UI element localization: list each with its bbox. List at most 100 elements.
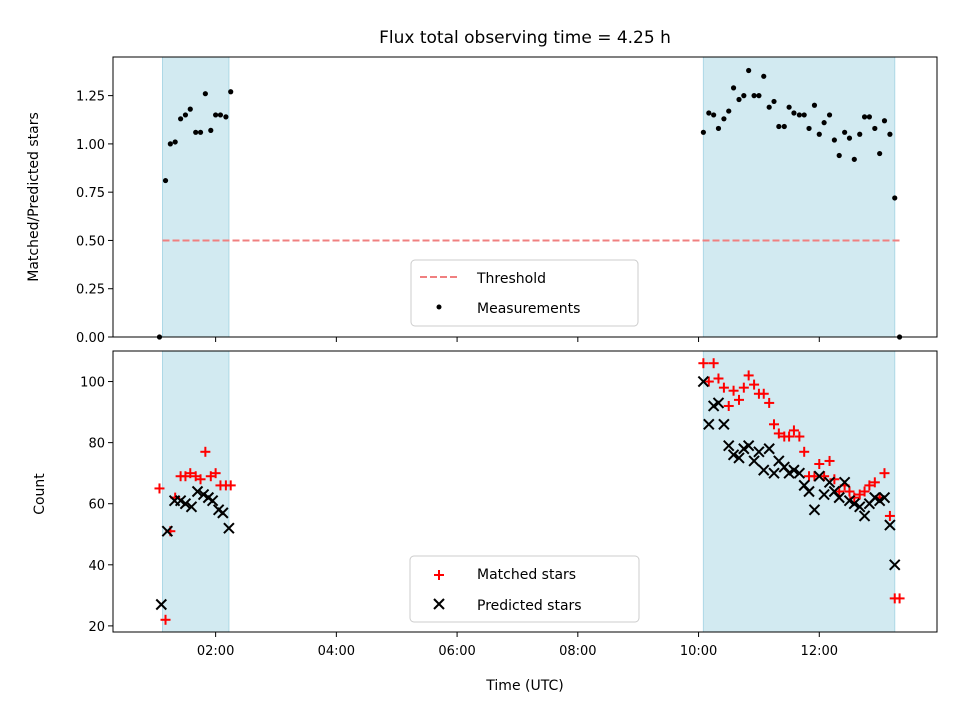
measurement-point	[761, 73, 767, 79]
measurement-point	[711, 112, 717, 118]
matched-stars-point	[894, 593, 905, 604]
chart-title: Flux total observing time = 4.25 h	[379, 28, 671, 48]
matched-stars-point	[718, 382, 729, 393]
top-observing-window-2	[702, 56, 896, 338]
matched-stars-legend-swatch	[434, 570, 444, 580]
predicted-stars-point	[217, 507, 229, 519]
predicted-stars-point	[185, 501, 198, 513]
measurement-point	[741, 93, 747, 99]
measurement-point	[187, 106, 193, 112]
matched-stars-point	[200, 446, 211, 457]
predicted-stars-point	[854, 501, 866, 513]
measurement-point	[751, 93, 757, 99]
x-axis-label: Time (UTC)	[485, 678, 563, 694]
measurement-point	[786, 104, 792, 110]
predicted-stars-point	[733, 452, 745, 464]
predicted-stars-point	[179, 498, 192, 510]
measurement-point	[821, 120, 827, 126]
predicted-stars-point	[884, 519, 896, 531]
measurement-point	[746, 67, 752, 74]
predicted-stars-point	[878, 491, 891, 504]
predicted-stars-point	[748, 455, 760, 467]
bottom-legend-frame	[409, 555, 640, 623]
matched-stars-point	[764, 397, 775, 408]
bottom-observing-window-1	[162, 350, 230, 633]
measurement-point	[796, 112, 802, 118]
measurement-point	[861, 114, 868, 120]
matched-stars-point	[849, 492, 860, 503]
x-tick-label: 08:00	[559, 644, 596, 659]
measurement-point	[842, 129, 848, 135]
predicted-stars-point	[161, 525, 174, 537]
predicted-stars-point	[712, 397, 725, 409]
bottom-y-tick-label: 80	[88, 437, 105, 452]
top-panel-legend: Threshold Measurements	[410, 259, 639, 327]
measurement-point	[193, 129, 199, 135]
bottom-panel-frame	[112, 350, 938, 633]
matched-stars-point	[769, 419, 780, 430]
measurement-point	[706, 110, 712, 116]
predicted-stars-point	[818, 488, 830, 501]
predicted-stars-point	[889, 559, 901, 571]
bottom-panel-observing-windows	[162, 350, 896, 633]
x-tick-label: 02:00	[197, 644, 234, 659]
matched-stars-point	[743, 370, 754, 381]
top-observing-window-1	[162, 56, 230, 338]
matched-stars-point	[738, 382, 749, 393]
predicted-stars-point	[703, 418, 715, 431]
matched-stars-point	[824, 455, 835, 466]
top-y-tick-label: 0.50	[76, 234, 105, 249]
measurement-point	[726, 108, 732, 114]
predicted-stars-point	[697, 375, 710, 388]
bottom-panel-legend: Matched stars Predicted stars	[409, 555, 640, 623]
top-y-tick-label: 0.75	[76, 186, 105, 201]
predicted-stars-point	[813, 470, 825, 482]
measurement-point	[167, 141, 173, 147]
matched-stars-point	[819, 471, 830, 482]
measurement-point	[851, 156, 857, 162]
top-y-tick-label: 1.25	[76, 90, 105, 105]
measurement-point	[202, 91, 208, 97]
matched-stars-point	[723, 400, 734, 411]
matched-stars-point	[185, 468, 196, 479]
measurement-point	[877, 150, 883, 157]
matched-stars-point	[788, 425, 799, 436]
predicted-stars-point	[206, 494, 219, 507]
predicted-stars-point	[788, 464, 800, 476]
measurement-point	[172, 139, 178, 145]
measurement-point	[736, 96, 742, 103]
predicted-stars-legend-swatch	[433, 598, 445, 610]
matched-stars-point	[884, 510, 895, 521]
measurement-point	[715, 125, 722, 132]
predicted-stars-point	[223, 522, 235, 534]
measurement-point	[217, 112, 224, 118]
measurements-legend-swatch	[436, 304, 442, 310]
predicted-stars-point	[833, 491, 845, 504]
measurement-point	[801, 112, 807, 118]
matched-stars-point	[809, 471, 820, 482]
predicted-stars-legend-marker	[433, 598, 445, 610]
matched-stars-point	[749, 379, 760, 390]
bottom-y-tick-label: 60	[88, 498, 105, 513]
measurement-point	[771, 98, 777, 105]
measurement-point	[721, 116, 727, 122]
measurement-point	[223, 114, 229, 120]
x-tick-label: 12:00	[801, 644, 838, 659]
measurement-point	[182, 112, 189, 118]
top-legend-frame	[410, 259, 639, 327]
top-panel-frame	[112, 56, 938, 338]
matched-stars-point	[869, 477, 880, 488]
matched-stars-point	[154, 483, 165, 494]
bottom-panel-counts	[154, 358, 905, 625]
predicted-stars-point	[823, 476, 836, 489]
matched-stars-point	[758, 388, 769, 399]
matched-stars-point	[708, 358, 719, 369]
predicted-stars-legend-label: Predicted stars	[477, 598, 582, 614]
matched-stars-point	[703, 376, 714, 387]
matched-stars-point	[834, 486, 845, 497]
bottom-y-tick-label: 20	[88, 620, 105, 635]
predicted-stars-point	[763, 443, 775, 455]
bottom-panel-axes: 20 40 60 80 100 02:00 04:00 06:00 08:00 10:00 12:0…	[80, 350, 938, 659]
measurement-point	[228, 89, 234, 95]
